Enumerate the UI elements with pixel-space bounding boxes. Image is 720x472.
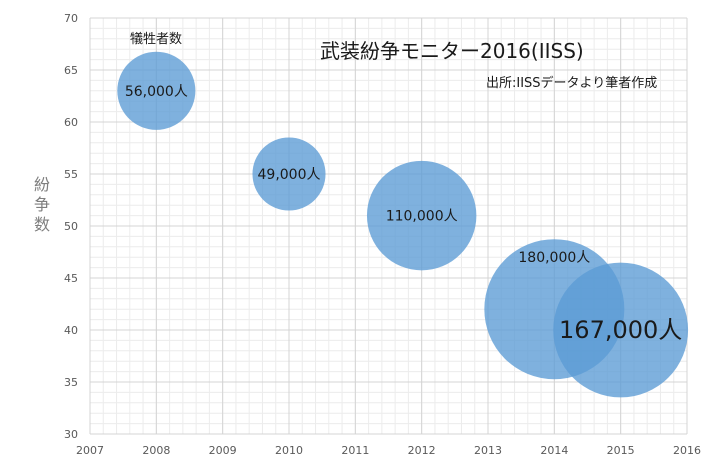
y-tick-label: 60 <box>64 116 78 129</box>
chart-title: 武装紛争モニター2016(IISS) <box>320 39 584 63</box>
y-tick-label: 40 <box>64 324 78 337</box>
bubble-labels: 56,000人 49,000人 110,000人 180,000人 167,000人 <box>125 84 682 344</box>
y-tick-label: 35 <box>64 376 78 389</box>
x-tick-label: 2009 <box>209 444 237 457</box>
x-tick-label: 2012 <box>408 444 436 457</box>
y-axis-ticks: 30 35 40 45 50 55 60 65 70 <box>64 12 78 441</box>
x-axis-ticks: 2007 2008 2009 2010 2011 2012 2013 2014 2015 2016 <box>76 444 701 457</box>
bubble <box>366 160 477 271</box>
bubble-label: 180,000人 <box>518 250 590 266</box>
bubble-label: 56,000人 <box>125 84 188 100</box>
y-tick-label: 30 <box>64 428 78 441</box>
y-tick-label: 50 <box>64 220 78 233</box>
y-axis-label-char: 紛 <box>34 175 50 194</box>
y-tick-label: 65 <box>64 64 78 77</box>
chart-subtitle: 出所:IISSデータより筆者作成 <box>486 75 657 91</box>
x-tick-label: 2007 <box>76 444 104 457</box>
bubble <box>553 262 689 398</box>
y-axis-label: 紛争数 <box>34 175 50 234</box>
size-legend-label: 犠牲者数 <box>130 31 182 47</box>
x-tick-label: 2013 <box>474 444 502 457</box>
bubble-label: 167,000人 <box>559 316 682 344</box>
x-tick-label: 2014 <box>540 444 568 457</box>
bubble <box>252 137 326 211</box>
bubble-label: 49,000人 <box>258 167 321 183</box>
y-axis-label-char: 争 <box>34 195 50 214</box>
x-tick-label: 2008 <box>142 444 170 457</box>
x-tick-label: 2016 <box>673 444 701 457</box>
y-tick-label: 55 <box>64 168 78 181</box>
x-tick-label: 2015 <box>607 444 635 457</box>
bubble-series <box>117 51 689 398</box>
y-tick-label: 45 <box>64 272 78 285</box>
x-tick-label: 2011 <box>341 444 369 457</box>
bubble <box>117 51 196 130</box>
y-axis-label-char: 数 <box>34 215 50 234</box>
y-tick-label: 70 <box>64 12 78 25</box>
x-tick-label: 2010 <box>275 444 303 457</box>
bubble-label: 110,000人 <box>386 209 458 225</box>
